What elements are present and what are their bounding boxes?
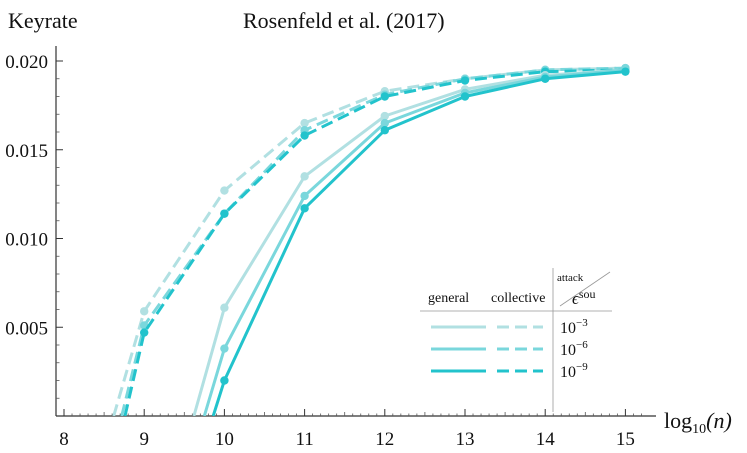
legend-header-eps-base: ϵ [572,289,580,308]
x-tick-label-12: 12 [375,429,394,450]
legend-rows: 10−310−610−9 [431,317,588,381]
legend-header-attack: attack [557,272,584,284]
data-point-general-10^-9-13 [460,92,470,101]
y-tick-label-2: 0.015 [5,141,48,162]
y-tick-label-3: 0.020 [5,52,48,73]
x-tick-label-8: 8 [59,429,69,450]
x-tick-label-13: 13 [456,429,475,450]
series-line-collective-10^-9 [123,68,626,416]
data-point-general-10^-6-12 [380,118,389,128]
legend-diagonal-divider [559,271,611,307]
y-axis-label: Keyrate [8,8,78,33]
data-point-general-10^-6-11 [300,191,309,201]
x-tick-label-10: 10 [215,429,234,450]
legend-label-0: 10−3 [560,317,588,337]
data-point-general-10^-6-10 [220,344,229,353]
y-tick-label-0: 0.005 [5,318,48,339]
x-axis-label-sub: 10 [692,422,706,437]
x-axis-label-main: log [664,408,692,433]
axis-ticks: 8 9 10 11 12 13 14 15 0.005 0.010 0.015 0.020 [5,52,642,450]
x-tick-label-14: 14 [536,429,556,450]
legend: general collective attack ϵsou 10−310−61… [420,268,612,412]
series-line-collective-10^-6 [120,66,626,416]
series-line-collective-10^-3 [112,66,626,416]
chart-title: Rosenfeld et al. (2017) [243,8,445,33]
legend-label-1: 10−6 [560,339,588,359]
x-tick-label-15: 15 [616,429,635,450]
data-point-collective-10^-3-9 [140,307,149,316]
legend-header-general: general [428,291,469,306]
data-point-collective-10^-9-12 [380,92,389,101]
x-axis-label: log10(n) [664,408,732,437]
legend-label-base: 10 [560,320,576,337]
data-point-general-10^-9-14 [541,74,550,83]
data-point-general-10^-9-11 [300,204,309,213]
legend-label-2: 10−9 [560,361,588,381]
plot-area [56,63,656,416]
data-point-general-10^-3-12 [380,111,389,121]
x-tick-label-11: 11 [295,429,313,450]
data-point-collective-10^-3-11 [300,118,309,128]
legend-label-exponent: −3 [576,317,588,329]
data-point-collective-10^-3-10 [220,186,229,195]
data-point-collective-10^-9-10 [220,209,229,218]
legend-header-collective: collective [491,291,545,306]
data-point-general-10^-3-11 [300,172,309,181]
legend-label-base: 10 [560,342,576,359]
y-tick-label-1: 0.010 [5,230,48,251]
data-point-collective-10^-9-9 [140,328,149,337]
data-point-general-10^-9-10 [220,376,229,385]
data-point-general-10^-9-12 [380,126,389,135]
legend-header-eps-sup: sou [579,287,596,301]
legend-label-exponent: −6 [576,339,588,351]
data-point-general-10^-3-10 [220,303,229,312]
data-point-general-10^-9-15 [621,67,630,76]
legend-label-exponent: −9 [576,361,588,373]
legend-label-base: 10 [560,364,576,381]
x-tick-label-9: 9 [139,429,149,450]
data-point-collective-10^-9-11 [300,131,309,140]
data-point-collective-10^-9-13 [460,76,470,85]
x-axis-label-arg: (n) [706,408,732,433]
